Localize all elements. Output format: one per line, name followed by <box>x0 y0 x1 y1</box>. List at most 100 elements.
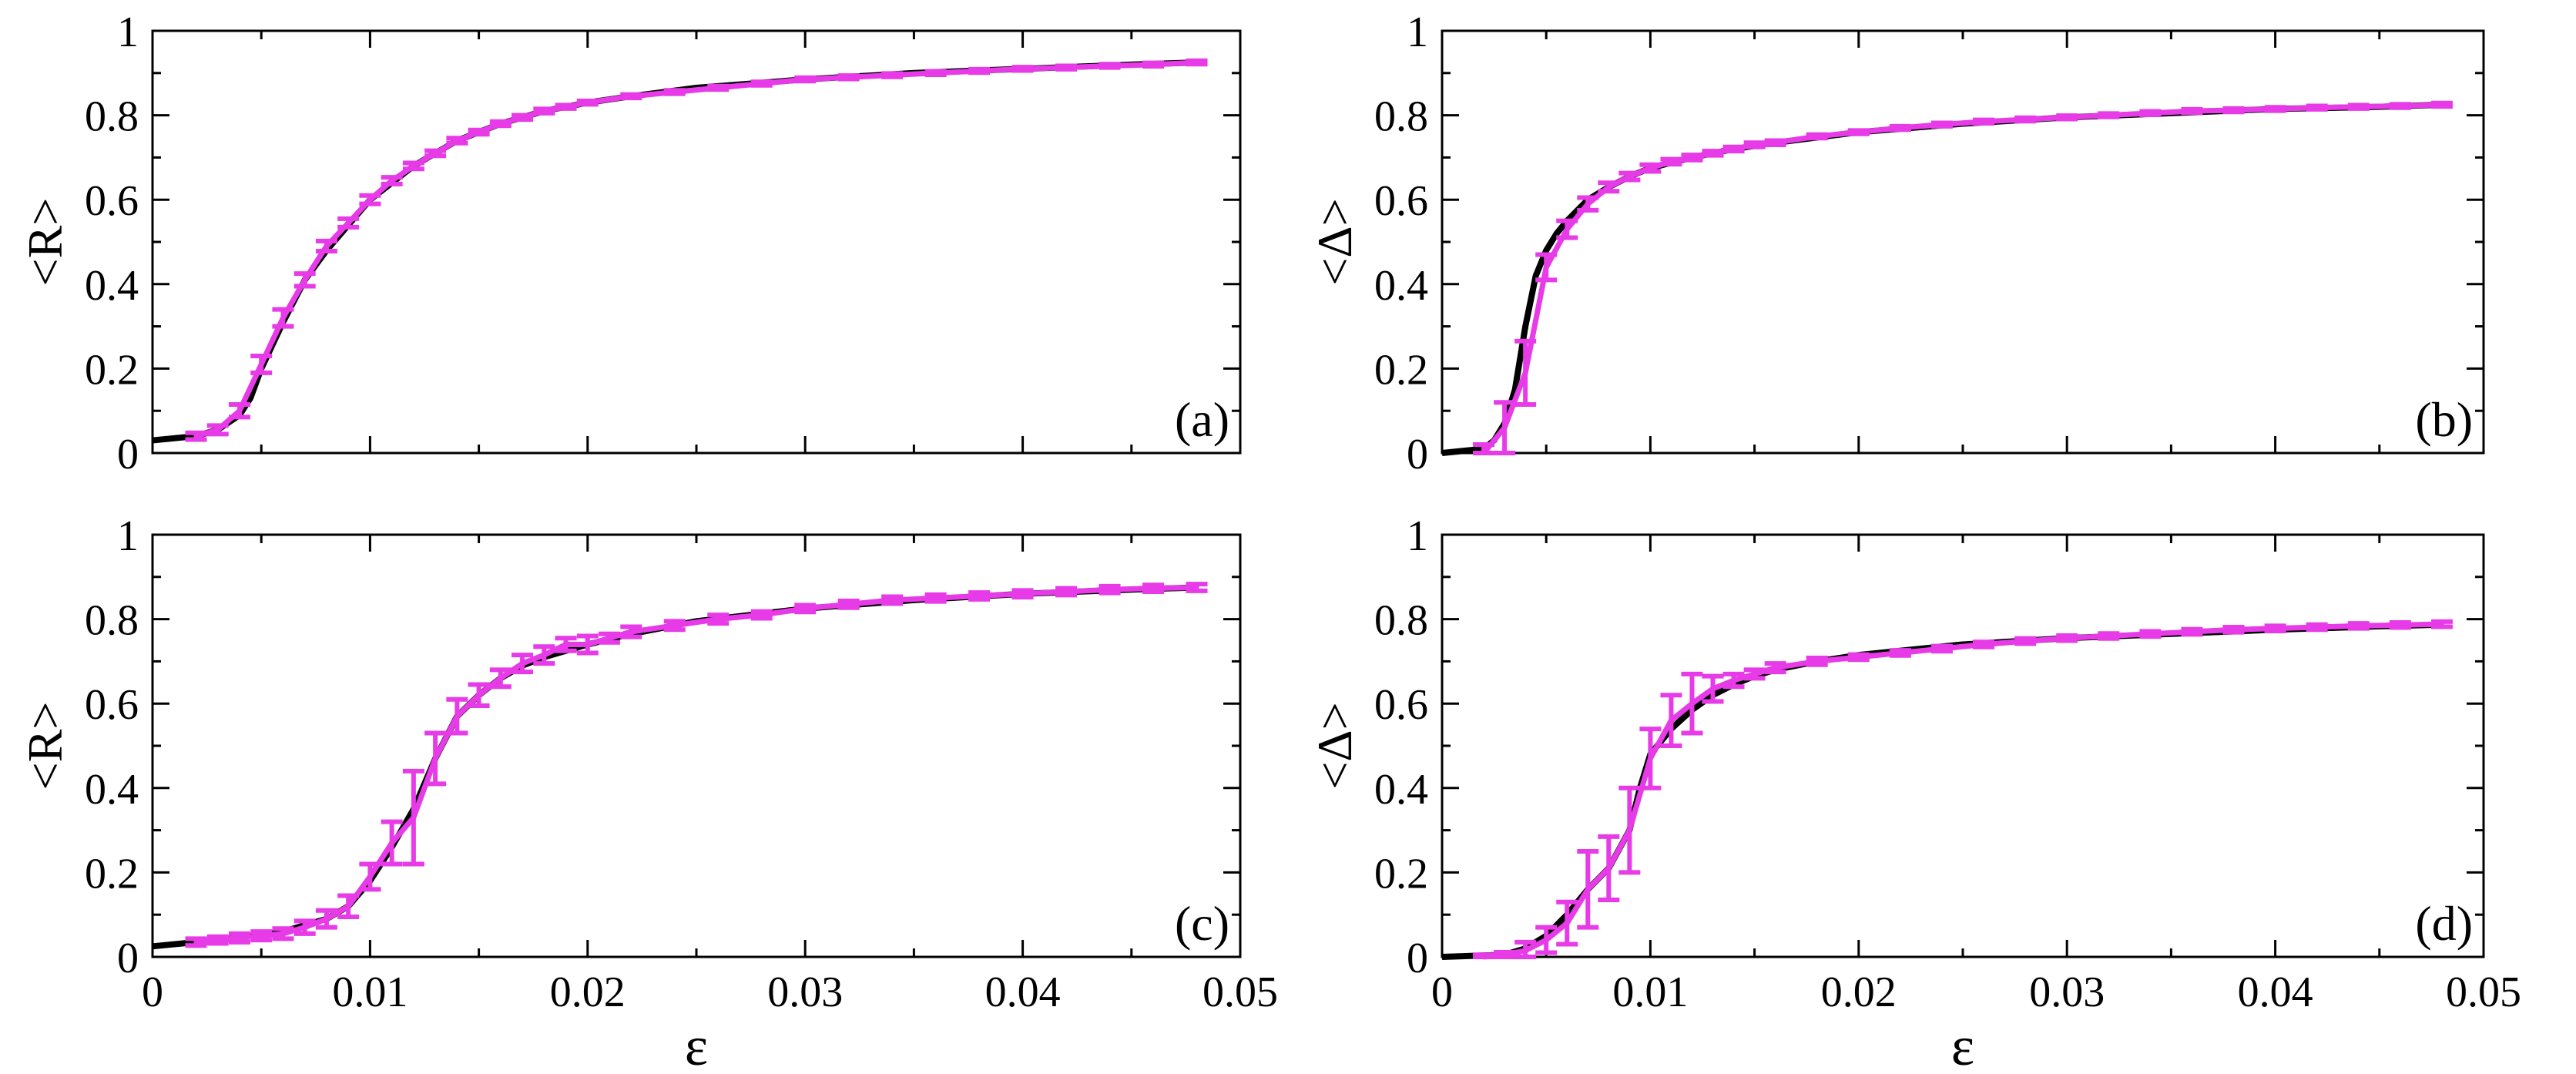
error-bar <box>1535 925 1558 955</box>
error-bar <box>1556 899 1578 947</box>
error-bar <box>2347 102 2370 111</box>
error-bar <box>1473 952 1495 959</box>
error-bar <box>315 238 337 254</box>
error-bar <box>206 423 229 437</box>
error-bar <box>2306 103 2328 112</box>
series-line-black <box>1441 101 2443 456</box>
error-bar <box>1577 195 1599 213</box>
error-bar <box>555 636 577 653</box>
error-bar <box>837 599 860 610</box>
error-bar <box>620 92 642 101</box>
error-bar <box>293 271 316 289</box>
y-tick-label: 0.6 <box>1374 681 1428 729</box>
error-bar <box>1973 639 1995 649</box>
y-tick-label: 0.6 <box>1374 177 1428 225</box>
x-tick-label: 0 <box>1431 968 1453 1016</box>
error-bar <box>1681 671 1703 736</box>
error-bar <box>750 79 773 88</box>
chart-panel-c: 0 0.2 0.4 0.6 0.8 1 0 0.01 0.02 0.03 0.04 0.05 <R> ε (… <box>18 512 1278 1074</box>
error-bar <box>1055 63 1078 72</box>
plot-frame <box>1441 533 2485 958</box>
y-axis-label: <R> <box>18 702 72 790</box>
error-bar <box>402 160 424 172</box>
y-tick-label: 0 <box>1407 935 1428 982</box>
plot-frame <box>1441 29 2485 455</box>
series-line-magenta <box>195 59 1197 439</box>
error-bar <box>489 119 512 129</box>
error-bar <box>206 934 229 946</box>
error-bar <box>512 112 534 123</box>
error-bar <box>381 819 403 867</box>
error-bar <box>1494 949 1516 959</box>
x-tick-label: 0.05 <box>2446 968 2521 1016</box>
error-bar <box>1011 65 1034 73</box>
error-bar <box>2181 626 2203 637</box>
error-bar <box>1598 834 1620 903</box>
y-tick-label: 0.4 <box>1374 766 1428 814</box>
error-bar <box>794 602 817 615</box>
error-bar <box>576 633 599 656</box>
error-bar <box>968 590 991 602</box>
y-axis-label: <Δ> <box>1307 702 1362 789</box>
x-tick-label: 0.04 <box>2238 968 2313 1016</box>
plot-frame <box>151 29 1242 455</box>
error-bar <box>228 401 250 420</box>
error-bar <box>512 653 534 675</box>
y-tick-label: 0.4 <box>85 262 139 310</box>
error-bar <box>1702 149 1724 158</box>
error-bar <box>2181 106 2203 116</box>
error-bar <box>707 83 730 92</box>
error-bar <box>1535 252 1558 283</box>
panel-label: (a) <box>1175 392 1229 447</box>
x-tick-label: 0.03 <box>767 968 843 1016</box>
error-bar <box>446 136 468 146</box>
error-bar <box>837 73 860 82</box>
error-bar <box>707 613 730 626</box>
x-tick-label: 0.02 <box>550 968 626 1016</box>
y-tick-label: 0.6 <box>85 681 139 729</box>
error-bar <box>468 127 490 137</box>
error-bar <box>359 193 381 206</box>
error-bar <box>1186 582 1208 593</box>
x-tick-label: 0 <box>142 968 163 1016</box>
y-axis-label: <R> <box>18 198 72 287</box>
error-bar <box>1930 120 1953 129</box>
y-tick-label: 0.6 <box>85 177 139 225</box>
error-bar <box>2014 636 2037 646</box>
series-line-black <box>152 59 1197 444</box>
error-bar <box>2056 113 2078 122</box>
error-bar <box>1764 661 1786 675</box>
error-bar <box>924 69 947 77</box>
error-bar <box>250 929 273 943</box>
error-bar <box>2056 633 2078 643</box>
error-bar <box>1806 132 1828 141</box>
error-bar <box>1889 123 1911 133</box>
y-tick-label: 0.8 <box>85 597 139 645</box>
error-bar <box>2222 106 2245 115</box>
error-bar <box>272 926 294 941</box>
error-bar <box>1889 648 1911 658</box>
y-tick-label: 0 <box>117 935 139 982</box>
error-bar <box>1743 667 1766 681</box>
error-bar <box>881 594 904 606</box>
error-bar <box>1514 939 1537 959</box>
y-tick-label: 0.8 <box>1374 93 1428 141</box>
x-tick-label: 0.04 <box>985 968 1061 1016</box>
error-bar <box>272 307 294 329</box>
y-tick-label: 0.8 <box>1374 597 1428 645</box>
error-bar <box>446 696 468 736</box>
error-bar <box>424 148 447 159</box>
y-tick-label: 0.4 <box>85 766 139 814</box>
error-bar <box>2222 625 2245 635</box>
error-bar <box>555 102 577 111</box>
y-tick-label: 1 <box>117 8 139 56</box>
x-tick-label: 0.05 <box>1202 968 1278 1016</box>
error-bar <box>2389 619 2411 630</box>
error-bar <box>1055 586 1078 598</box>
error-bar <box>2389 102 2411 110</box>
series-line-magenta <box>1481 102 2443 455</box>
plot-frame <box>151 533 1242 958</box>
error-bar <box>337 216 360 230</box>
